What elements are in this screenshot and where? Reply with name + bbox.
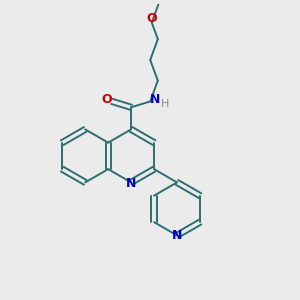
- Text: N: N: [172, 229, 182, 242]
- Text: O: O: [146, 12, 157, 25]
- Text: N: N: [149, 93, 160, 106]
- Text: H: H: [161, 99, 169, 109]
- Text: N: N: [126, 177, 136, 190]
- Text: O: O: [101, 93, 112, 106]
